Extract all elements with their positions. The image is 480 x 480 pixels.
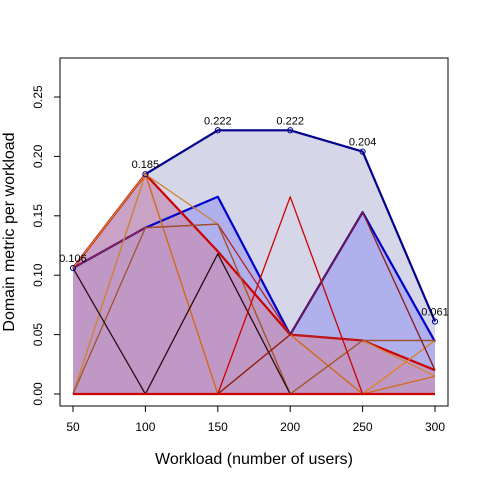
x-axis-label: Workload (number of users) bbox=[155, 451, 353, 468]
data-label: 0.185 bbox=[132, 159, 160, 171]
series-lines bbox=[72, 129, 437, 396]
data-point bbox=[431, 318, 439, 325]
data-point bbox=[359, 148, 366, 155]
y-tick-label: 0.10 bbox=[31, 263, 45, 287]
x-tick-label: 250 bbox=[353, 420, 373, 434]
data-label: 0.222 bbox=[204, 115, 232, 127]
data-label: 0.222 bbox=[276, 115, 304, 127]
y-axis: 0.00 0.05 0.10 0.15 0.20 0.25 bbox=[31, 85, 61, 406]
data-label: 0.106 bbox=[59, 253, 87, 265]
x-tick-label: 100 bbox=[135, 420, 155, 434]
x-tick-label: 200 bbox=[280, 420, 300, 434]
data-point bbox=[69, 264, 77, 272]
x-tick-label: 300 bbox=[425, 420, 445, 434]
y-tick-label: 0.05 bbox=[31, 323, 45, 347]
x-tick-label: 150 bbox=[208, 420, 228, 434]
y-tick-label: 0.15 bbox=[31, 204, 45, 228]
y-tick-label: 0.20 bbox=[31, 144, 45, 168]
data-markers bbox=[69, 127, 439, 325]
series-areas bbox=[73, 130, 435, 395]
y-axis-label: Domain metric per workload bbox=[1, 132, 18, 331]
x-axis: 50 100 150 200 250 300 bbox=[66, 405, 445, 434]
data-labels: 0.106 0.185 0.222 0.222 0.204 0.061 bbox=[59, 115, 449, 318]
data-point bbox=[142, 171, 149, 178]
y-tick-label: 0.00 bbox=[31, 382, 45, 406]
y-tick-label: 0.25 bbox=[31, 85, 45, 109]
data-label: 0.204 bbox=[349, 137, 377, 149]
series-8-line bbox=[72, 223, 435, 395]
x-tick-label: 50 bbox=[66, 420, 80, 434]
data-label: 0.061 bbox=[421, 307, 449, 319]
data-point bbox=[214, 127, 221, 134]
data-point bbox=[287, 127, 294, 134]
